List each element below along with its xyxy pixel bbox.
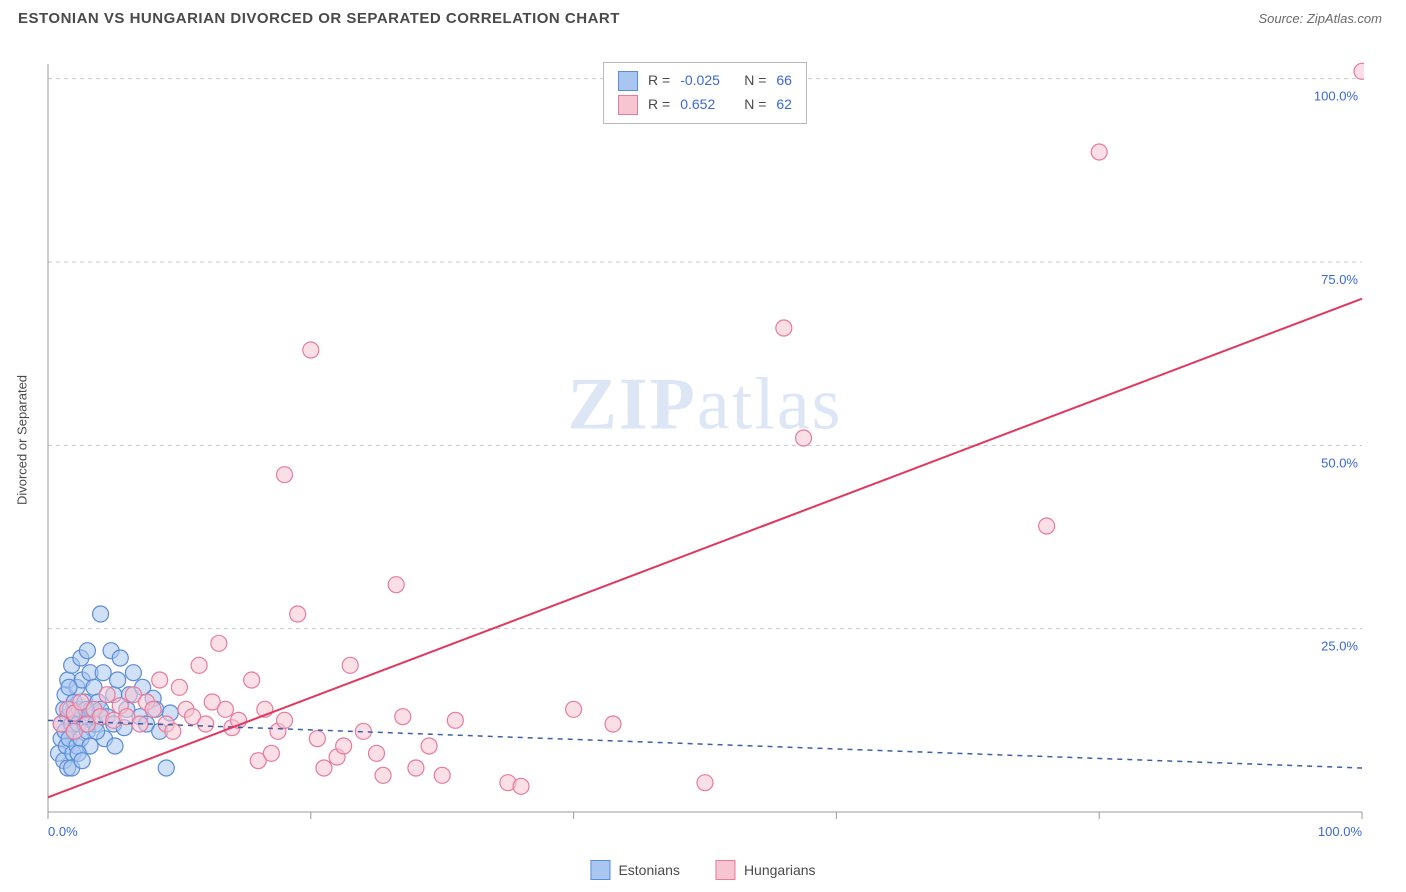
scatter-plot: 25.0% 50.0% 75.0% 100.0% 0.0% 100.0% [46,62,1364,842]
n-label: N = [744,93,766,117]
series-legend: Estonians Hungarians [590,860,815,880]
data-point [263,745,279,761]
y-axis-label: Divorced or Separated [15,375,30,505]
data-point [342,657,358,673]
data-point [776,320,792,336]
data-point [566,701,582,717]
data-point [79,643,95,659]
data-point [290,606,306,622]
chart-title: ESTONIAN VS HUNGARIAN DIVORCED OR SEPARA… [18,10,620,27]
data-point [158,760,174,776]
data-point [1354,63,1364,79]
data-point [112,650,128,666]
data-point [434,767,450,783]
data-point [107,738,123,754]
chart-header: ESTONIAN VS HUNGARIAN DIVORCED OR SEPARA… [0,0,1406,33]
data-point [309,731,325,747]
data-point [796,430,812,446]
legend-item: Hungarians [716,860,816,880]
data-point [99,687,115,703]
legend-swatch [618,71,638,91]
data-point [316,760,332,776]
data-point [336,738,352,754]
data-point [1039,518,1055,534]
data-point [191,657,207,673]
data-point [513,778,529,794]
data-point [145,701,161,717]
data-point [605,716,621,732]
data-point [110,672,126,688]
trend-line [48,299,1362,798]
source-name: ZipAtlas.com [1307,11,1382,26]
correlation-legend: R = -0.025 N = 66 R = 0.652 N = 62 [603,62,807,124]
data-point [369,745,385,761]
n-value: 66 [776,69,792,93]
correlation-row: R = 0.652 N = 62 [618,93,792,117]
legend-label: Hungarians [744,862,816,878]
data-point [408,760,424,776]
source-label: Source: [1258,11,1306,26]
data-point [95,665,111,681]
r-label: R = [648,69,670,93]
svg-text:100.0%: 100.0% [1314,89,1359,104]
n-label: N = [744,69,766,93]
data-point [388,577,404,593]
svg-text:75.0%: 75.0% [1321,272,1358,287]
data-point [1091,144,1107,160]
legend-label: Estonians [618,862,679,878]
svg-text:100.0%: 100.0% [1318,824,1363,839]
data-point [198,716,214,732]
legend-swatch [618,95,638,115]
chart-source: Source: ZipAtlas.com [1258,11,1382,26]
correlation-row: R = -0.025 N = 66 [618,69,792,93]
data-point [217,701,233,717]
data-point [211,635,227,651]
data-point [93,606,109,622]
legend-item: Estonians [590,860,679,880]
data-point [395,709,411,725]
legend-swatch [590,860,610,880]
data-point [447,712,463,728]
chart-container: 25.0%50.0%75.0%100.0%0.0%100.0% ZIPatlas… [46,62,1364,842]
svg-text:25.0%: 25.0% [1321,639,1358,654]
svg-text:50.0%: 50.0% [1321,455,1358,470]
data-point [125,665,141,681]
r-value: -0.025 [680,69,734,93]
data-point [277,712,293,728]
svg-text:0.0%: 0.0% [48,824,78,839]
n-value: 62 [776,93,792,117]
data-point [74,753,90,769]
r-value: 0.652 [680,93,734,117]
r-label: R = [648,93,670,117]
data-point [697,775,713,791]
data-point [244,672,260,688]
data-point [421,738,437,754]
legend-swatch [716,860,736,880]
trend-line [48,720,1362,768]
data-point [152,672,168,688]
data-point [61,679,77,695]
data-point [303,342,319,358]
data-point [375,767,391,783]
data-point [171,679,187,695]
data-point [277,467,293,483]
